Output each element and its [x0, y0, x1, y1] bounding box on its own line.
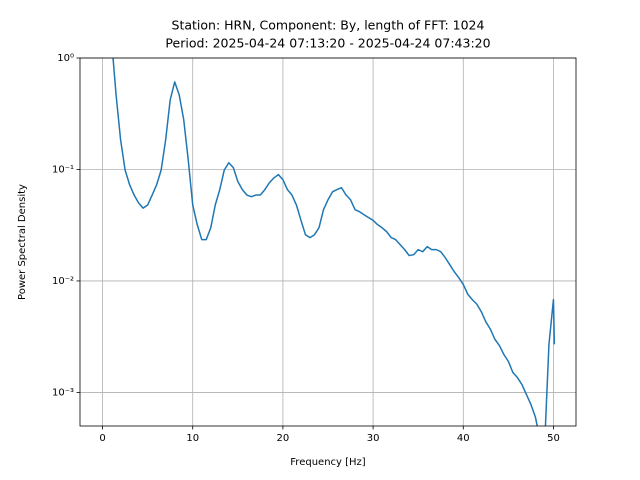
- x-tick-label: 0: [99, 433, 105, 444]
- y-axis-label: Power Spectral Density: [17, 184, 28, 300]
- y-tick-label: 10⁻¹: [52, 164, 74, 175]
- chart-title: Station: HRN, Component: By, length of F…: [172, 18, 485, 33]
- x-tick-label: 50: [547, 433, 560, 444]
- y-tick-label: 10⁻³: [52, 387, 74, 398]
- x-tick-label: 10: [186, 433, 199, 444]
- y-tick-label: 10⁻²: [52, 276, 74, 287]
- psd-line: [112, 58, 556, 426]
- x-tick-label: 20: [277, 433, 290, 444]
- x-tick-label: 40: [457, 433, 470, 444]
- x-axis-label: Frequency [Hz]: [290, 457, 366, 468]
- x-tick-label: 30: [367, 433, 380, 444]
- plot-area: [112, 58, 556, 426]
- y-tick-label: 10⁰: [57, 53, 74, 64]
- chart-subtitle: Period: 2025-04-24 07:13:20 - 2025-04-24…: [165, 36, 490, 51]
- axes-frame: [79, 57, 577, 427]
